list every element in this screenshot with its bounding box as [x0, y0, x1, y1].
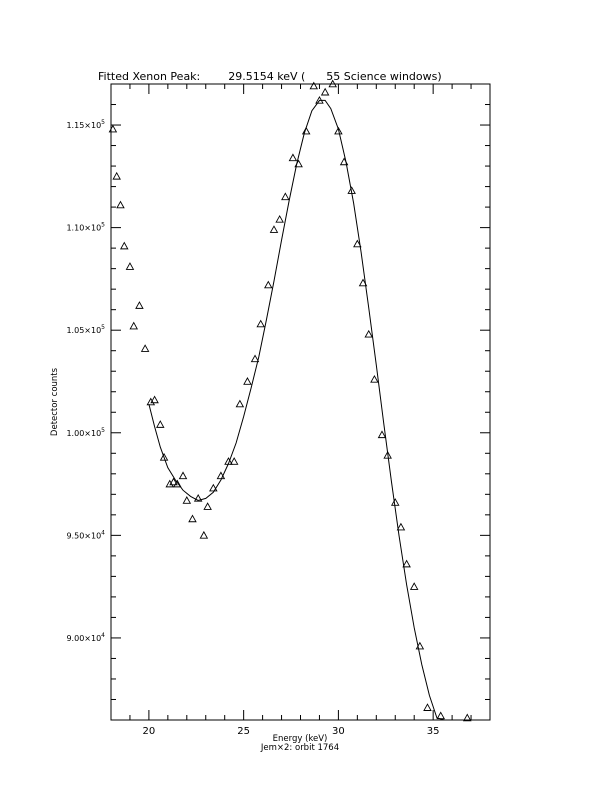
data-point — [146, 397, 156, 406]
data-point — [182, 496, 192, 504]
data-point — [358, 278, 368, 287]
fit-curve-layer — [148, 99, 468, 721]
y-tick-label: 1.05×105 — [66, 324, 105, 335]
data-point — [275, 214, 284, 223]
data-point — [402, 559, 411, 568]
data-point — [193, 493, 203, 502]
data-point — [370, 375, 379, 383]
data-point — [288, 153, 298, 162]
data-point — [364, 329, 373, 338]
y-tick-label: 1.15×105 — [66, 119, 105, 130]
data-point — [203, 502, 212, 510]
data-point — [396, 522, 406, 531]
axis-ticks — [110, 83, 491, 721]
plot-frame — [110, 83, 491, 721]
data-point — [112, 171, 121, 180]
data-point — [301, 126, 311, 135]
y-axis-label: Detector counts — [50, 367, 60, 436]
data-point — [156, 420, 165, 428]
data-point — [178, 471, 188, 480]
data-point — [235, 399, 245, 408]
sub-caption: Jem×2: orbit 1764 — [260, 743, 339, 753]
data-point — [328, 79, 337, 88]
data-point — [256, 319, 265, 328]
data-point — [353, 239, 362, 248]
data-point — [209, 483, 218, 492]
x-tick-label: 35 — [427, 726, 440, 737]
y-tick-label: 1.00×105 — [66, 427, 105, 438]
y-tick-label: 9.50×104 — [66, 529, 105, 540]
data-points-layer — [108, 79, 472, 722]
data-point — [159, 452, 169, 461]
fit-curve — [148, 99, 468, 721]
data-point — [150, 395, 159, 404]
data-point — [224, 457, 233, 465]
data-point — [409, 582, 419, 590]
tick-labels: 20 25 30 35 9.00×104 9.50×104 1.00×105 1.05×105… — [66, 119, 439, 737]
data-point — [436, 711, 445, 720]
x-tick-label: 25 — [237, 726, 250, 737]
x-axis-label: Energy (keV) — [273, 734, 328, 744]
data-point — [173, 479, 182, 488]
data-point — [281, 192, 290, 201]
data-point — [140, 344, 150, 352]
plot-border — [110, 83, 491, 721]
data-point — [315, 95, 324, 104]
data-point — [269, 225, 279, 233]
data-point — [243, 377, 252, 385]
data-point — [108, 124, 118, 133]
x-tick-label: 20 — [143, 726, 156, 737]
data-point — [250, 354, 260, 363]
y-tick-label: 9.00×104 — [66, 632, 105, 643]
data-point — [334, 126, 343, 135]
data-point — [125, 262, 135, 270]
data-point — [165, 479, 175, 488]
data-point — [309, 81, 319, 90]
data-point — [294, 159, 303, 168]
data-point — [129, 321, 139, 330]
data-point — [264, 280, 273, 289]
y-tick-label: 1.10×105 — [66, 222, 105, 233]
data-point — [135, 301, 144, 309]
data-point — [216, 471, 226, 480]
chart-title: Fitted Xenon Peak: 29.5154 keV ( 55 Scie… — [98, 70, 442, 83]
data-point — [199, 530, 209, 539]
data-point — [390, 498, 400, 506]
data-point — [320, 87, 330, 96]
data-point — [347, 186, 356, 194]
x-tick-label: 30 — [332, 726, 345, 737]
data-point — [116, 200, 125, 209]
data-point — [229, 457, 239, 465]
data-point — [188, 514, 197, 523]
data-point — [423, 703, 432, 711]
data-point — [377, 430, 387, 439]
data-point — [339, 157, 349, 166]
data-point — [462, 713, 472, 722]
data-point — [415, 641, 425, 650]
data-point — [120, 241, 129, 250]
data-point — [383, 450, 392, 459]
data-point — [169, 477, 178, 486]
